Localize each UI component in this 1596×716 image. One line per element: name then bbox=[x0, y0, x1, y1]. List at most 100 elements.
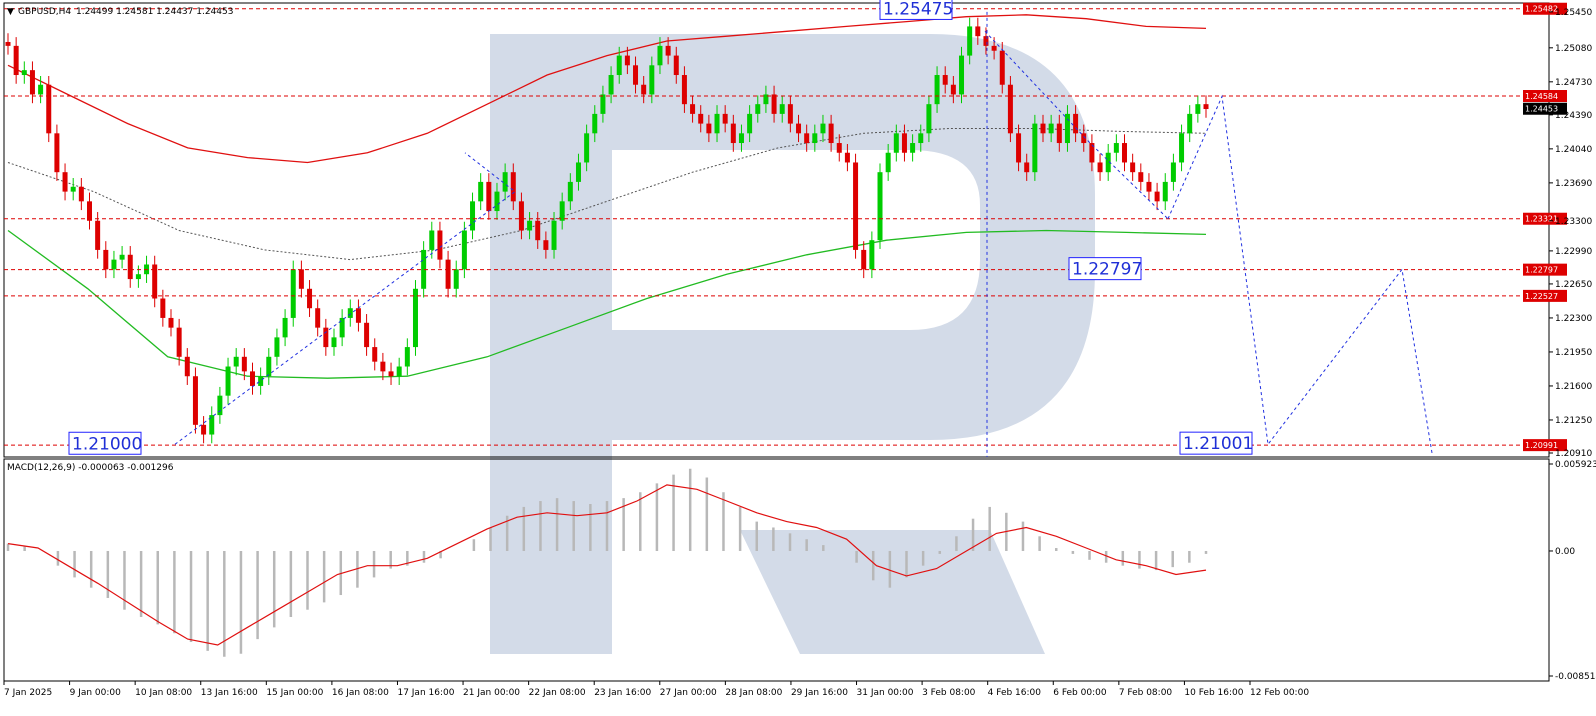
bull-candle bbox=[1162, 181, 1168, 202]
bull-candle bbox=[934, 75, 940, 105]
price-tick-label: 1.23690 bbox=[1555, 179, 1592, 189]
bear-candle bbox=[673, 55, 679, 76]
bull-candle bbox=[494, 191, 500, 212]
price-tag bbox=[1523, 439, 1567, 452]
bear-candle bbox=[1203, 104, 1209, 110]
bull-candle bbox=[453, 269, 459, 289]
ma-green-line bbox=[7, 229, 1207, 379]
macd-pane[interactable] bbox=[3, 458, 1550, 682]
bear-candle bbox=[828, 123, 834, 144]
bear-candle bbox=[103, 249, 109, 270]
bear-candle bbox=[5, 41, 11, 46]
bull-candle bbox=[274, 337, 280, 357]
level-annotations: 1.25475 1.22797 1.21000 1.21001 bbox=[68, 0, 1253, 455]
bull-candle bbox=[575, 162, 581, 182]
price-tag bbox=[1523, 2, 1567, 15]
bear-candle bbox=[518, 201, 524, 231]
bull-candle bbox=[592, 113, 598, 134]
bear-candle bbox=[991, 45, 997, 51]
bull-candle bbox=[967, 26, 973, 56]
bear-candle bbox=[665, 45, 671, 56]
price-tick-label: 1.25080 bbox=[1555, 44, 1592, 54]
level-lines bbox=[4, 8, 1549, 446]
bear-candle bbox=[46, 84, 52, 134]
bull-candle bbox=[1105, 152, 1111, 173]
time-tick-label: 10 Jan 08:00 bbox=[135, 688, 192, 698]
time-axis: 7 Jan 2025 9 Jan 00:00 10 Jan 08:00 13 Jan … bbox=[3, 681, 1309, 698]
bear-candle bbox=[641, 84, 647, 95]
bear-candle bbox=[1040, 123, 1046, 134]
bear-candle bbox=[1007, 84, 1013, 134]
bull-candle bbox=[1048, 123, 1054, 134]
bull-candle bbox=[70, 186, 76, 192]
price-tick-label: 1.22300 bbox=[1555, 314, 1592, 324]
bear-candle bbox=[844, 152, 850, 163]
bull-candle bbox=[926, 104, 932, 134]
bear-candle bbox=[633, 65, 639, 85]
time-tick-label: 23 Jan 16:00 bbox=[594, 688, 651, 698]
macd-tick-label: 0.00 bbox=[1555, 547, 1575, 557]
level-annotation-label: 1.21000 bbox=[72, 434, 142, 454]
price-tag bbox=[1523, 263, 1567, 276]
bear-candle bbox=[942, 75, 948, 85]
symbol-dropdown-icon[interactable]: ▼ bbox=[7, 7, 14, 17]
bear-candle bbox=[1089, 143, 1095, 163]
time-tick-label: 9 Jan 00:00 bbox=[70, 688, 122, 698]
bear-candle bbox=[1122, 143, 1128, 163]
bear-candle bbox=[315, 308, 321, 328]
time-tick-label: 29 Jan 16:00 bbox=[791, 688, 848, 698]
bear-candle bbox=[486, 181, 492, 212]
time-tick-label: 10 Feb 16:00 bbox=[1184, 688, 1243, 698]
bear-candle bbox=[86, 201, 92, 221]
bear-candle bbox=[298, 269, 304, 289]
bear-candle bbox=[160, 298, 166, 318]
macd-title: MACD(12,26,9) -0.000063 -0.001296 bbox=[7, 463, 174, 473]
bull-candle bbox=[470, 201, 476, 231]
price-tag-label: 1.20991 bbox=[1525, 441, 1558, 450]
bull-candle bbox=[339, 317, 345, 338]
price-pane[interactable] bbox=[3, 2, 1550, 458]
bull-candle bbox=[608, 75, 614, 95]
time-tick-label: 4 Feb 16:00 bbox=[988, 688, 1042, 698]
bear-candle bbox=[1097, 162, 1103, 173]
bear-candle bbox=[510, 172, 516, 202]
bear-candle bbox=[241, 356, 247, 372]
price-tag bbox=[1523, 212, 1567, 225]
bear-candle bbox=[975, 26, 981, 37]
level-annotation-label: 1.22797 bbox=[1072, 260, 1142, 280]
price-tick-label: 1.20910 bbox=[1555, 449, 1592, 459]
bull-candle bbox=[714, 113, 720, 134]
bear-candle bbox=[722, 113, 728, 124]
watermark-logo bbox=[490, 34, 1095, 654]
bull-candle bbox=[918, 133, 924, 144]
price-tag-label: 1.23321 bbox=[1525, 215, 1558, 224]
bear-candle bbox=[168, 317, 174, 328]
bull-candle bbox=[755, 104, 761, 114]
price-tag-label: 1.22797 bbox=[1525, 266, 1558, 275]
bear-candle bbox=[445, 259, 451, 289]
bull-candle bbox=[478, 181, 484, 202]
bear-candle bbox=[1146, 181, 1152, 192]
time-tick-label: 6 Feb 00:00 bbox=[1053, 688, 1107, 698]
bear-candle bbox=[1081, 133, 1087, 144]
bull-candle bbox=[331, 337, 337, 348]
bear-candle bbox=[796, 123, 802, 134]
bull-candle bbox=[282, 317, 288, 338]
time-tick-label: 21 Jan 00:00 bbox=[463, 688, 520, 698]
bear-candle bbox=[13, 45, 19, 76]
bull-candle bbox=[347, 308, 353, 318]
level-annotation-box bbox=[1179, 431, 1253, 455]
level-annotation-label: 1.25475 bbox=[883, 0, 953, 19]
macd-signal-line bbox=[7, 484, 1207, 646]
bear-candle bbox=[355, 308, 361, 323]
bull-candle bbox=[959, 55, 965, 95]
moving-averages bbox=[7, 14, 1207, 379]
price-tag bbox=[1523, 102, 1567, 115]
bear-candle bbox=[437, 230, 443, 260]
price-tick-label: 1.22990 bbox=[1555, 247, 1592, 257]
bear-candle bbox=[184, 356, 190, 377]
bear-candle bbox=[176, 327, 182, 357]
bear-candle bbox=[901, 133, 907, 153]
time-tick-label: 17 Jan 16:00 bbox=[397, 688, 454, 698]
